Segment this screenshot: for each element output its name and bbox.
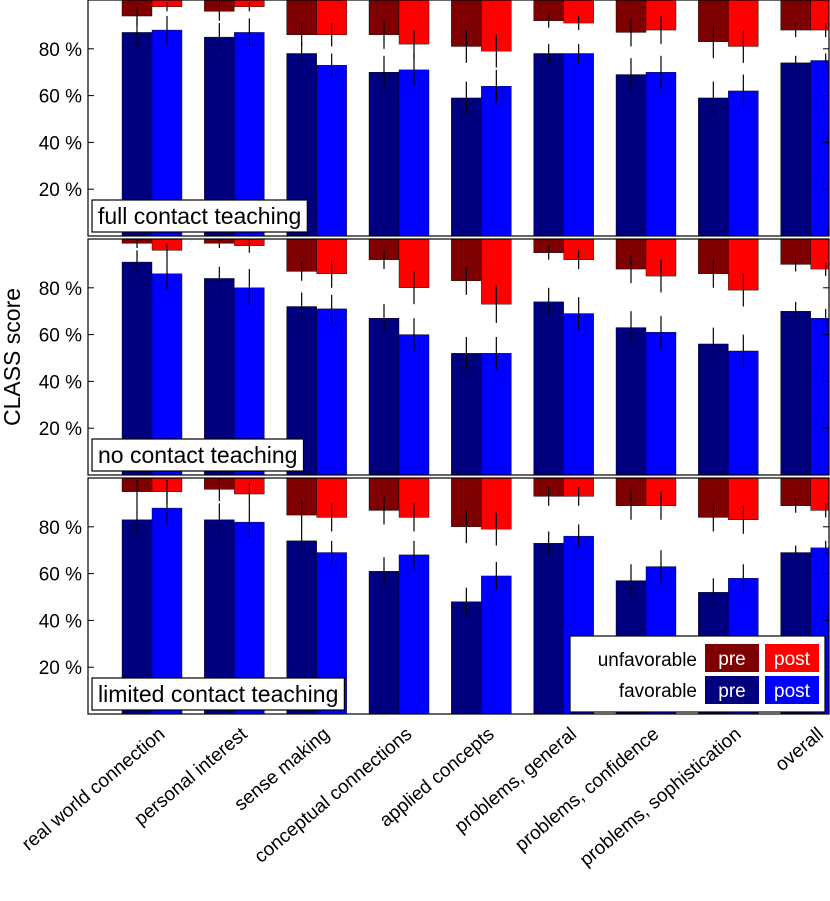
bar-fav-pre [451, 353, 482, 475]
bar-fav-post [398, 334, 430, 475]
y-tick-label: 20 % [39, 658, 82, 679]
bar-fav-pre [368, 318, 400, 475]
bar-fav-post [563, 53, 594, 236]
panel-title-box [91, 199, 308, 233]
bar-fav-post [316, 64, 347, 236]
y-tick-label: 80 % [39, 518, 82, 539]
y-tick-label: 20 % [39, 180, 82, 201]
panel-title: full contact teaching [98, 203, 301, 229]
bar-fav-post [481, 86, 512, 236]
bar-fav-pre [533, 301, 564, 475]
legend-swatch-favorable-pre [705, 676, 759, 704]
panel-title: no contact teaching [98, 442, 297, 468]
y-tick-label: 80 % [39, 40, 82, 61]
x-tick-label: overall [771, 724, 827, 776]
bar-fav-post [810, 60, 829, 236]
y-tick-label: 40 % [39, 611, 82, 632]
bar-fav-post [810, 318, 829, 475]
x-tick-label: conceptual connections [251, 724, 417, 868]
panel-frame [87, 0, 830, 237]
bar-fav-post [645, 71, 677, 236]
x-tick-label: problems, sophistication [576, 724, 746, 871]
bar-fav-pre [698, 343, 729, 475]
legend-swatch-unfavorable-pre-label: pre [718, 649, 745, 670]
panel-title-box [91, 677, 345, 711]
bar-fav-post [398, 69, 430, 236]
legend-swatch-unfavorable-post [765, 644, 819, 672]
bar-fav-pre [698, 97, 729, 236]
bar-fav-post [645, 332, 677, 475]
bar-fav-pre [780, 62, 811, 236]
legend: unfavorable favorable pre post pre post [569, 635, 826, 713]
y-tick-label: 80 % [39, 279, 82, 300]
legend-swatch-favorable-pre-label: pre [718, 681, 745, 702]
bar-fav-pre [451, 97, 482, 236]
legend-swatch-unfavorable-pre [705, 644, 759, 672]
y-tick-label: 20 % [39, 419, 82, 440]
bar-fav-pre [615, 74, 647, 236]
bar-fav-post [563, 313, 594, 475]
x-tick-label: problems, confidence [511, 724, 663, 856]
legend-swatch-favorable-post-label: post [774, 681, 811, 702]
panel-frame [87, 477, 830, 715]
bar-fav-pre [780, 311, 811, 475]
bar-fav-post [398, 554, 430, 714]
x-tick-label: real world connection [18, 724, 169, 855]
bar-fav-post [728, 90, 759, 236]
panel-bars [121, 239, 829, 475]
legend-swatch-unfavorable-post-label: post [774, 649, 811, 670]
panel-title: limited contact teaching [98, 681, 338, 707]
bar-unf-post [810, 239, 829, 270]
bar-fav-post [481, 353, 512, 475]
y-axis-label: CLASS score [0, 288, 25, 426]
bar-fav-pre [368, 571, 400, 714]
panel-title-box [91, 438, 305, 472]
legend-label-favorable: favorable [619, 681, 697, 702]
bar-fav-pre [451, 601, 482, 714]
bar-unf-post [810, 0, 829, 31]
bar-unf-post [810, 478, 829, 511]
bar-fav-pre [615, 327, 647, 475]
bar-fav-post [728, 350, 759, 475]
legend-label-unfavorable: unfavorable [598, 650, 697, 671]
bar-fav-pre [368, 71, 400, 236]
bar-fav-post [316, 308, 347, 475]
y-tick-label: 60 % [39, 87, 82, 108]
panel-1: 20 % 40 % 60 % 80 % full contact teaching [39, 0, 830, 237]
y-tick-label: 40 % [39, 372, 82, 393]
panel-frame [87, 238, 830, 476]
y-tick-label: 60 % [39, 326, 82, 347]
y-tick-label: 60 % [39, 565, 82, 586]
panel-2: 20 % 40 % 60 % 80 % no contact teaching [39, 238, 830, 476]
legend-swatch-favorable-post [765, 676, 819, 704]
bar-fav-pre [533, 542, 564, 714]
y-tick-label: 40 % [39, 133, 82, 154]
bar-fav-post [481, 575, 512, 714]
panel-bars [121, 0, 829, 236]
bar-fav-pre [533, 53, 564, 236]
